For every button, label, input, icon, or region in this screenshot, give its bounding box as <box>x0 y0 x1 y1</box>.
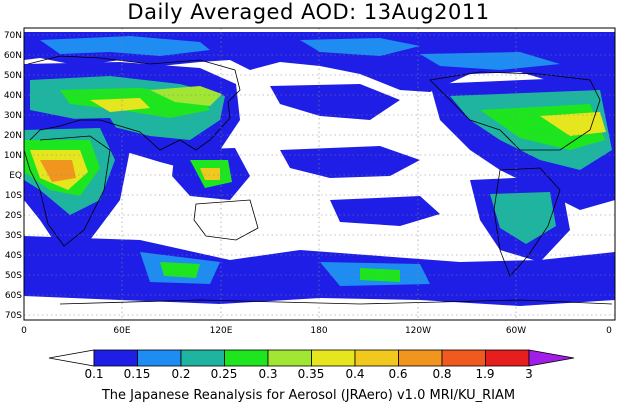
lat-label: 20S <box>5 211 22 221</box>
colorbar-label: 0.3 <box>258 367 277 381</box>
lon-label: 0 <box>21 326 27 336</box>
colorbar-box <box>93 349 138 367</box>
colorbar: 0.1 0.15 0.2 0.25 0.3 0.35 0.4 0.6 0.8 1… <box>48 349 575 381</box>
aod-field <box>24 32 615 306</box>
lon-label: 60W <box>506 326 526 336</box>
colorbar-labels: 0.1 0.15 0.2 0.25 0.3 0.35 0.4 0.6 0.8 1… <box>84 367 532 381</box>
lat-label: 30S <box>5 231 22 241</box>
coastlines <box>24 55 613 305</box>
longitude-labels: 0 60E 120E 180 120W 60W 0 <box>21 326 612 336</box>
lon-label: 0 <box>606 326 612 336</box>
colorbar-label: 0.15 <box>124 367 151 381</box>
lat-label: 50N <box>4 71 22 81</box>
credit-line: The Japanese Reanalysis for Aerosol (JRA… <box>101 388 516 403</box>
lat-label: 10N <box>4 151 22 161</box>
colorbar-label: 3 <box>525 367 533 381</box>
colorbar-label: 1.9 <box>475 367 494 381</box>
graticule <box>24 28 615 320</box>
lon-label: 120W <box>405 326 431 336</box>
lat-label: EQ <box>9 171 22 181</box>
colorbar-label: 0.35 <box>298 367 325 381</box>
lat-label: 60N <box>4 51 22 61</box>
colorbar-box <box>311 349 356 367</box>
colorbar-boxes <box>93 349 530 367</box>
colorbar-label: 0.8 <box>432 367 451 381</box>
lat-label: 70S <box>5 311 22 321</box>
lat-label: 20N <box>4 131 22 141</box>
colorbar-box <box>267 349 312 367</box>
colorbar-box <box>137 349 182 367</box>
lon-label: 180 <box>310 326 327 336</box>
lat-label: 40N <box>4 91 22 101</box>
lon-label: 60E <box>113 326 130 336</box>
lat-label: 50S <box>5 271 22 281</box>
colorbar-label: 0.25 <box>211 367 238 381</box>
map-frame <box>23 27 616 321</box>
colorbar-label: 0.2 <box>171 367 190 381</box>
colorbar-box <box>485 349 530 367</box>
colorbar-box <box>354 349 399 367</box>
map-title: Daily Averaged AOD: 13Aug2011 <box>127 0 490 24</box>
lon-label: 120E <box>210 326 233 336</box>
lat-label: 40S <box>5 251 22 261</box>
lat-label: 10S <box>5 191 22 201</box>
colorbar-left-arrow <box>48 349 95 367</box>
colorbar-right-arrow <box>528 349 575 367</box>
colorbar-box <box>224 349 269 367</box>
lat-label: 70N <box>4 31 22 41</box>
lat-label: 60S <box>5 291 22 301</box>
colorbar-label: 0.6 <box>388 367 407 381</box>
colorbar-label: 0.1 <box>84 367 103 381</box>
colorbar-box <box>398 349 443 367</box>
colorbar-box <box>441 349 486 367</box>
colorbar-box <box>180 349 225 367</box>
lat-label: 30N <box>4 111 22 121</box>
colorbar-label: 0.4 <box>345 367 364 381</box>
latitude-labels: 70N 60N 50N 40N 30N 20N 10N EQ 10S 20S 3… <box>4 31 22 321</box>
